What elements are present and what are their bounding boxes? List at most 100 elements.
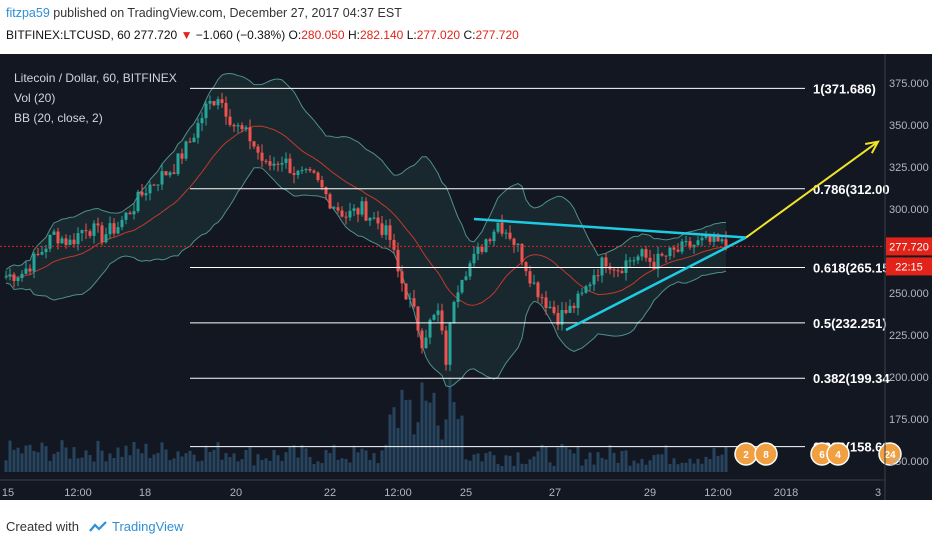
candle-body (164, 171, 168, 176)
volume-bar (384, 444, 388, 472)
volume-bar (512, 465, 516, 472)
candle-body (384, 225, 388, 235)
candle-body (336, 207, 340, 211)
fib-level-label: 0.786(312.00 (813, 182, 890, 197)
candle-body (116, 227, 120, 234)
ohlc-bar: BITFINEX:LTCUSD, 60 277.720 ▼ −1.060 (−0… (6, 28, 519, 42)
candle-body (688, 241, 692, 248)
candle-body (600, 257, 604, 276)
candle-body (44, 248, 48, 253)
volume-bar (600, 457, 604, 472)
candle-body (152, 184, 156, 186)
volume-bar (232, 453, 236, 472)
chart-area[interactable]: 1(371.686) 0.786(312.00 0.618(265.15 0.5(23… (0, 54, 932, 500)
candle-body (256, 146, 260, 153)
y-tick-label: 150.000 (889, 456, 929, 468)
high-value: 282.140 (359, 28, 404, 42)
volume-bar (396, 428, 400, 472)
triangle-upper-line[interactable] (473, 217, 747, 239)
candle-body (708, 235, 712, 242)
volume-bar (520, 463, 524, 472)
candle-body (352, 208, 356, 211)
axis-background (885, 54, 932, 500)
last-price: 277.720 (133, 28, 178, 42)
candle-body (72, 239, 76, 245)
candle-body (496, 222, 500, 232)
volume-bar (724, 446, 728, 472)
volume-bar (388, 414, 392, 472)
volume-bar (144, 443, 148, 472)
candle-body (332, 207, 336, 209)
volume-bar (660, 454, 664, 472)
candle-body (696, 240, 700, 245)
candle-body (124, 212, 128, 220)
candles-layer (4, 92, 728, 371)
candle-body (292, 173, 296, 175)
volume-bar (136, 448, 140, 472)
x-tick-label: 2018 (774, 487, 798, 499)
volume-bar (404, 400, 408, 472)
volume-bar (680, 462, 684, 472)
price-chart[interactable]: 1(371.686) 0.786(312.00 0.618(265.15 0.5(23… (0, 54, 932, 500)
author-link[interactable]: fitzpa59 (6, 6, 50, 20)
candle-body (92, 223, 96, 236)
candle-body (228, 116, 232, 125)
x-tick-label: 18 (139, 487, 151, 499)
event-flag-icon[interactable] (826, 442, 850, 466)
candle-body (192, 137, 196, 143)
bb-lower-line (5, 167, 727, 388)
volume-bar (616, 462, 620, 472)
event-flag-icon[interactable] (754, 442, 778, 466)
volume-bar (632, 460, 636, 472)
tradingview-link[interactable]: TradingView (111, 519, 184, 534)
volume-bar (188, 450, 192, 472)
volume-bar (264, 458, 268, 472)
open-value: 280.050 (301, 28, 345, 42)
volume-bar (432, 392, 436, 472)
candle-body (404, 283, 408, 300)
volume-bar (716, 455, 720, 472)
volume-bar (324, 450, 328, 472)
fib-level-label: 0.5(232.251) (813, 316, 887, 331)
volume-bar (496, 463, 500, 472)
volume-bar (224, 453, 228, 472)
candle-body (628, 260, 632, 262)
bb-basis-line (5, 125, 727, 306)
legend-title: Litecoin / Dollar, 60, BITFINEX (14, 71, 177, 85)
candle-body (284, 158, 288, 163)
candle-body (268, 161, 272, 166)
created-with-label: Created with (6, 519, 79, 534)
event-count: 8 (763, 450, 769, 461)
volume-bar (260, 459, 264, 472)
volume-bar (176, 451, 180, 472)
volume-bar (676, 464, 680, 472)
candle-body (700, 237, 704, 241)
candle-body (272, 163, 276, 166)
legend-bollinger: BB (20, close, 2) (14, 111, 103, 125)
candle-body (224, 102, 228, 117)
candle-body (184, 141, 188, 159)
legend-volume: Vol (20) (14, 91, 55, 105)
volume-bar (408, 399, 412, 472)
y-tick-label: 350.000 (889, 120, 929, 132)
volume-bar (328, 453, 332, 472)
volume-bar (588, 452, 592, 472)
volume-bar (484, 453, 488, 472)
volume-bar (516, 452, 520, 472)
projection-arrow[interactable] (745, 140, 879, 239)
candle-body (456, 292, 460, 302)
publish-info: fitzpa59 published on TradingView.com, D… (6, 6, 402, 20)
volume-bar (552, 465, 556, 472)
volume-bar (276, 455, 280, 472)
candle-body (648, 257, 652, 262)
candle-body (588, 284, 592, 287)
candle-body (428, 319, 432, 338)
volume-bar (116, 447, 120, 472)
published-text: published on TradingView.com, December 2… (49, 6, 402, 20)
countdown-tag (886, 257, 932, 276)
close-label: C: (463, 28, 476, 42)
volume-bar (272, 449, 276, 472)
event-count: 4 (835, 450, 841, 461)
triangle-lower-line[interactable] (565, 236, 747, 332)
candle-body (96, 223, 100, 226)
